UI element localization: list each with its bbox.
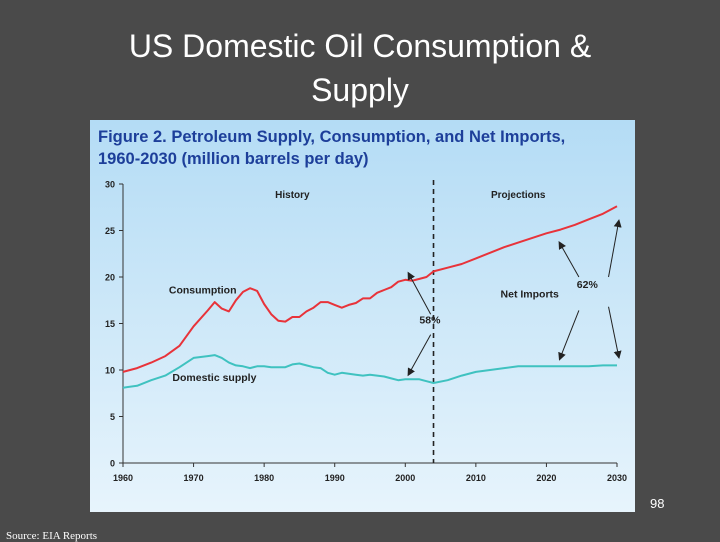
line-chart: 0 5 10 15 20 25 30 1960 1970 1980 1990 2000 2010 2020… bbox=[90, 120, 635, 512]
y-tick-label: 15 bbox=[105, 319, 115, 329]
net-imports-label: Net Imports bbox=[501, 288, 560, 300]
projections-label: Projections bbox=[491, 190, 546, 201]
y-tick-label: 20 bbox=[105, 273, 115, 283]
chart-title: Figure 2. Petroleum Supply, Consumption,… bbox=[98, 126, 633, 170]
consumption-label: Consumption bbox=[169, 285, 237, 297]
y-tick-label: 0 bbox=[110, 459, 115, 469]
source-note: Source: EIA Reports bbox=[6, 530, 98, 542]
y-tick-label: 25 bbox=[105, 226, 115, 236]
y-tick-label: 10 bbox=[105, 366, 115, 376]
chart-figure: 0 5 10 15 20 25 30 1960 1970 1980 1990 2000 2010 2020… bbox=[90, 120, 635, 512]
chart-title-line-1: Figure 2. Petroleum Supply, Consumption,… bbox=[98, 128, 566, 146]
page-number: 98 bbox=[650, 496, 665, 511]
domestic-supply-series-line bbox=[122, 354, 617, 389]
x-tick-label: 1980 bbox=[254, 473, 274, 483]
chart-background bbox=[90, 120, 635, 512]
x-tick-label: 2010 bbox=[466, 473, 486, 483]
share-62-label: 62% bbox=[577, 279, 599, 291]
arrow-net-imports-up bbox=[558, 240, 580, 278]
slide-title: US Domestic Oil Consumption & Supply bbox=[60, 24, 660, 112]
chart-title-line-2: 1960-2030 (million barrels per day) bbox=[98, 150, 369, 168]
domestic-supply-label: Domestic supply bbox=[172, 372, 256, 384]
y-tick-label: 5 bbox=[110, 412, 115, 422]
arrow-net-imports-down bbox=[558, 310, 580, 361]
x-tick-label: 2020 bbox=[536, 473, 556, 483]
x-tick-label: 1970 bbox=[184, 473, 204, 483]
x-tick-label: 1990 bbox=[325, 473, 345, 483]
x-tick-label: 2000 bbox=[395, 473, 415, 483]
slide-title-line-2: Supply bbox=[311, 72, 409, 108]
x-tick-label: 1960 bbox=[113, 473, 133, 483]
history-label: History bbox=[275, 190, 310, 201]
arrow-62-up bbox=[608, 219, 622, 278]
x-tick-label: 2030 bbox=[607, 473, 627, 483]
arrow-58-down bbox=[407, 334, 432, 377]
consumption-series-line bbox=[122, 205, 618, 373]
share-58-label: 58% bbox=[419, 315, 441, 327]
arrow-62-down bbox=[608, 306, 622, 360]
slide-title-line-1: US Domestic Oil Consumption & bbox=[128, 28, 592, 64]
y-tick-label: 30 bbox=[105, 180, 115, 190]
arrow-58-up bbox=[407, 271, 432, 315]
